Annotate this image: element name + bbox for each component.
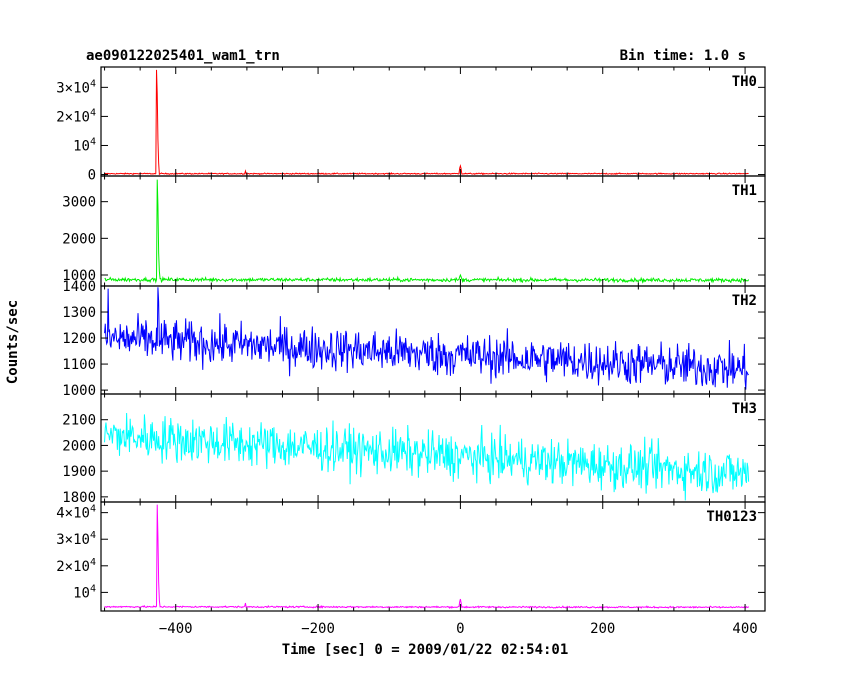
y-tick-label: 3×104: [56, 530, 96, 548]
panel-label: TH0123: [706, 509, 757, 525]
series-line-th0: [104, 69, 749, 176]
series-line-th1: [104, 179, 750, 284]
y-tick-label: 1200: [62, 331, 96, 347]
series-line-th0123: [104, 504, 750, 609]
panel-th0: 0 104 2×104 3×104 TH0: [56, 66, 766, 184]
panel-frame: [100, 175, 766, 287]
y-tick-label: 2×104: [56, 557, 96, 575]
y-tick-label: 104: [73, 136, 96, 154]
y-tick-label: 2000: [62, 231, 96, 247]
panel-th3: 1800 1900 2000 2100 TH3: [62, 393, 766, 506]
x-tick-label: −400: [159, 621, 193, 637]
panel-th1: 1000 2000 3000 TH1: [62, 175, 766, 287]
y-tick-label: 2000: [62, 438, 96, 454]
series-line-th3: [104, 413, 750, 501]
y-tick-label: 2×104: [56, 107, 96, 125]
x-tick-label: 0: [456, 621, 464, 637]
panel-th2: 1000 1100 1200 1300 1400 TH2: [62, 279, 766, 399]
series-line-th2: [104, 287, 749, 390]
y-tick-label: 104: [73, 583, 96, 601]
chart-title: ae090122025401_wam1_trn: [86, 48, 280, 64]
y-tick-label: 1400: [62, 279, 96, 295]
y-tick-label: 1900: [62, 464, 96, 480]
y-tick-label: 2100: [62, 413, 96, 429]
panel-label: TH2: [732, 293, 757, 309]
panel-frame: [100, 66, 766, 177]
y-tick-label: 1000: [62, 383, 96, 399]
x-tick-label: −200: [301, 621, 335, 637]
y-tick-label: 0: [88, 168, 96, 184]
panel-frame: [100, 501, 766, 612]
y-tick-label: 3×104: [56, 78, 96, 96]
x-tick-label: 200: [590, 621, 615, 637]
panel-label: TH1: [732, 183, 757, 199]
panel-label: TH0: [732, 74, 757, 90]
x-axis-title: Time [sec] 0 = 2009/01/22 02:54:01: [282, 642, 569, 658]
y-tick-label: 1800: [62, 490, 96, 506]
y-tick-label: 1300: [62, 305, 96, 321]
y-tick-label: 1100: [62, 357, 96, 373]
y-tick-label: 4×104: [56, 504, 96, 522]
bin-time-label: Bin time: 1.0 s: [620, 48, 746, 64]
panel-th0123: 104 2×104 3×104 4×104 TH0123: [56, 501, 766, 612]
panel-label: TH3: [732, 401, 757, 417]
y-tick-label: 3000: [62, 195, 96, 211]
y-axis-title: Counts/sec: [5, 300, 21, 384]
x-tick-label: 400: [732, 621, 757, 637]
y-tick-label: 1000: [62, 268, 96, 284]
